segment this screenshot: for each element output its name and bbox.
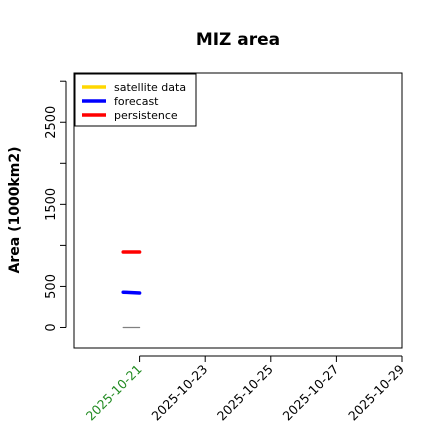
chart-title: MIZ area: [196, 30, 280, 50]
series-layer: [121, 250, 142, 329]
y-tick-label: 0: [44, 323, 59, 331]
plot-area: [73, 72, 403, 349]
x-axis: 2025-10-21 2025-10-23 2025-10-25 2025-10-27…: [83, 355, 407, 424]
series-line-forecast: [121, 290, 142, 295]
y-tick-label: 500: [44, 274, 59, 299]
x-tick-label: 2025-10-25: [214, 362, 276, 424]
x-tick-label: 2025-10-29: [345, 361, 407, 423]
y-tick-label: 1500: [44, 188, 59, 221]
x-tick-label: 2025-10-21: [83, 362, 145, 424]
legend-label: forecast: [114, 95, 159, 108]
x-tick-label: 2025-10-27: [280, 362, 342, 424]
y-tick-label: 2500: [44, 106, 59, 139]
legend-label: satellite data: [114, 81, 186, 94]
x-tick-label: 2025-10-23: [148, 362, 210, 424]
y-axis-label: Area (1000km2): [7, 147, 23, 274]
legend-label: persistence: [114, 109, 178, 122]
y-axis: 0 500 1500 2500: [44, 80, 67, 332]
